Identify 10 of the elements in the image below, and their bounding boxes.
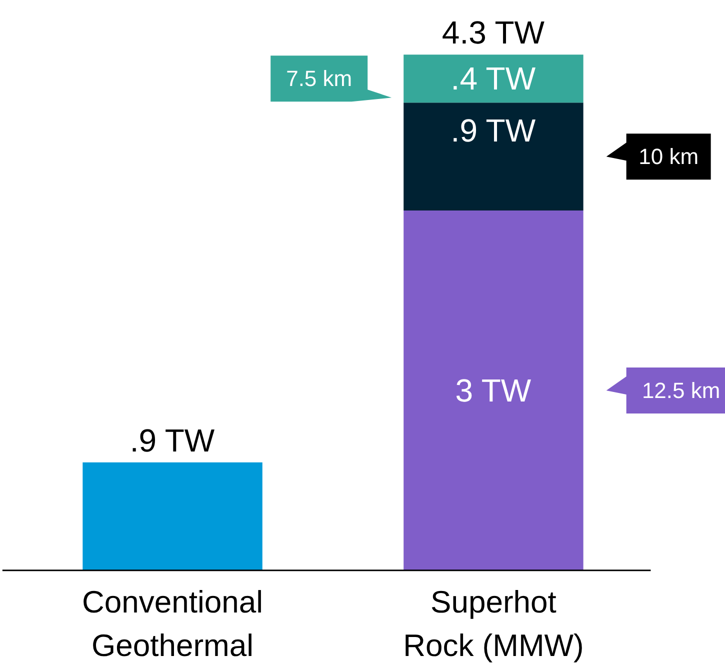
text: 10 km <box>638 144 699 170</box>
text: 12.5 km <box>642 378 720 403</box>
data-label: .9 TW <box>450 112 536 149</box>
x-tick-label: Superhot Rock (MMW) <box>403 584 584 664</box>
data-label: 3 TW <box>455 372 532 408</box>
x-tick-label: Conventional Geothermal <box>82 584 264 664</box>
total-label: 4.3 TW <box>442 14 546 51</box>
text: 7.5 km <box>286 66 352 92</box>
data-label: .4 TW <box>450 60 536 97</box>
data-label: .9 TW <box>130 422 216 458</box>
